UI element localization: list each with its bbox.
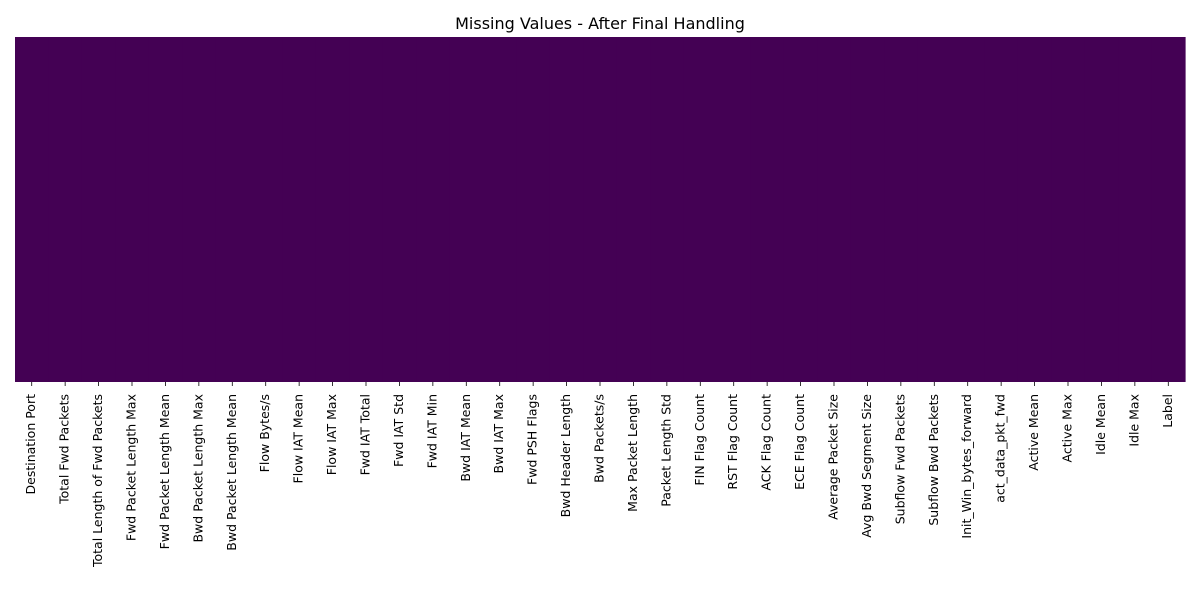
heatmap-column (817, 37, 852, 382)
heatmap-column (583, 37, 618, 382)
x-tick-label: Idle Max (1126, 394, 1141, 447)
heatmap-column (115, 37, 150, 382)
x-tick-label: Active Max (1060, 394, 1075, 462)
x-tick-label: Bwd IAT Mean (458, 394, 473, 482)
x-tick-label: Active Mean (1026, 394, 1041, 471)
heatmap-column (182, 37, 217, 382)
x-tick-label: Flow IAT Max (324, 394, 339, 475)
heatmap-column (650, 37, 685, 382)
x-tick-label: act_data_pkt_fwd (993, 394, 1008, 503)
heatmap-column (616, 37, 651, 382)
heatmap-column (1118, 37, 1153, 382)
heatmap-column (783, 37, 818, 382)
heatmap-column (1051, 37, 1086, 382)
x-tick-label: Avg Bwd Segment Size (859, 394, 874, 538)
x-tick-label: Init_Win_bytes_forward (959, 394, 974, 539)
x-tick-label: ACK Flag Count (759, 394, 774, 491)
heatmap-column (1017, 37, 1052, 382)
x-tick-label: FIN Flag Count (692, 394, 707, 486)
x-tick-label: Bwd IAT Max (491, 394, 506, 473)
x-tick-label: Total Length of Fwd Packets (90, 394, 105, 568)
x-tick-label: Bwd Packets/s (592, 394, 607, 483)
heatmap-column (516, 37, 551, 382)
heatmap-column (148, 37, 183, 382)
x-tick-label: Fwd Packet Length Max (124, 394, 139, 541)
x-tick-label: RST Flag Count (725, 394, 740, 490)
x-tick-label: Fwd Packet Length Mean (157, 394, 172, 549)
heatmap-column (1084, 37, 1119, 382)
x-axis-tick-labels: Destination Port Total Fwd Packets Total L… (23, 394, 1175, 568)
heatmap-column (349, 37, 384, 382)
heatmap-column (984, 37, 1019, 382)
x-tick-label: Packet Length Std (658, 394, 673, 507)
x-tick-label: Bwd Header Length (558, 394, 573, 517)
x-tick-label: Destination Port (23, 394, 38, 495)
heatmap-column (1151, 37, 1186, 382)
heatmap-column (683, 37, 718, 382)
heatmap-column (850, 37, 885, 382)
x-tick-label: Idle Mean (1093, 394, 1108, 455)
x-tick-label: Label (1160, 394, 1175, 428)
heatmap-column (717, 37, 752, 382)
heatmap-column (449, 37, 484, 382)
x-tick-label: Fwd IAT Min (424, 394, 439, 468)
heatmap-column (549, 37, 584, 382)
x-tick-label: Fwd PSH Flags (525, 394, 540, 485)
x-tick-label: ECE Flag Count (792, 394, 807, 490)
heatmap-column (884, 37, 919, 382)
x-tick-label: Average Packet Size (826, 394, 841, 520)
heatmap-column (282, 37, 317, 382)
x-tick-label: Bwd Packet Length Max (190, 394, 205, 543)
heatmap-column (750, 37, 785, 382)
heatmap-column (917, 37, 952, 382)
heatmap-column (382, 37, 417, 382)
x-tick-label: Flow Bytes/s (257, 394, 272, 472)
x-tick-label: Max Packet Length (625, 394, 640, 512)
heatmap-column (81, 37, 116, 382)
heatmap-column (48, 37, 83, 382)
chart-title: Missing Values - After Final Handling (455, 14, 745, 33)
heatmap-column (15, 37, 50, 382)
heatmap-column (315, 37, 350, 382)
x-tick-label: Bwd Packet Length Mean (224, 394, 239, 551)
x-tick-label: Fwd IAT Total (358, 394, 373, 475)
heatmap-cells (15, 37, 1186, 382)
x-tick-label: Flow IAT Mean (291, 394, 306, 483)
x-axis-ticks (31, 382, 1169, 386)
heatmap-column (483, 37, 518, 382)
heatmap-column (951, 37, 986, 382)
heatmap-column (249, 37, 284, 382)
x-tick-label: Total Fwd Packets (57, 394, 72, 505)
x-tick-label: Subflow Bwd Packets (926, 394, 941, 526)
heatmap-column (416, 37, 451, 382)
x-tick-label: Subflow Fwd Packets (892, 394, 907, 524)
x-tick-label: Fwd IAT Std (391, 394, 406, 467)
heatmap-column (215, 37, 250, 382)
